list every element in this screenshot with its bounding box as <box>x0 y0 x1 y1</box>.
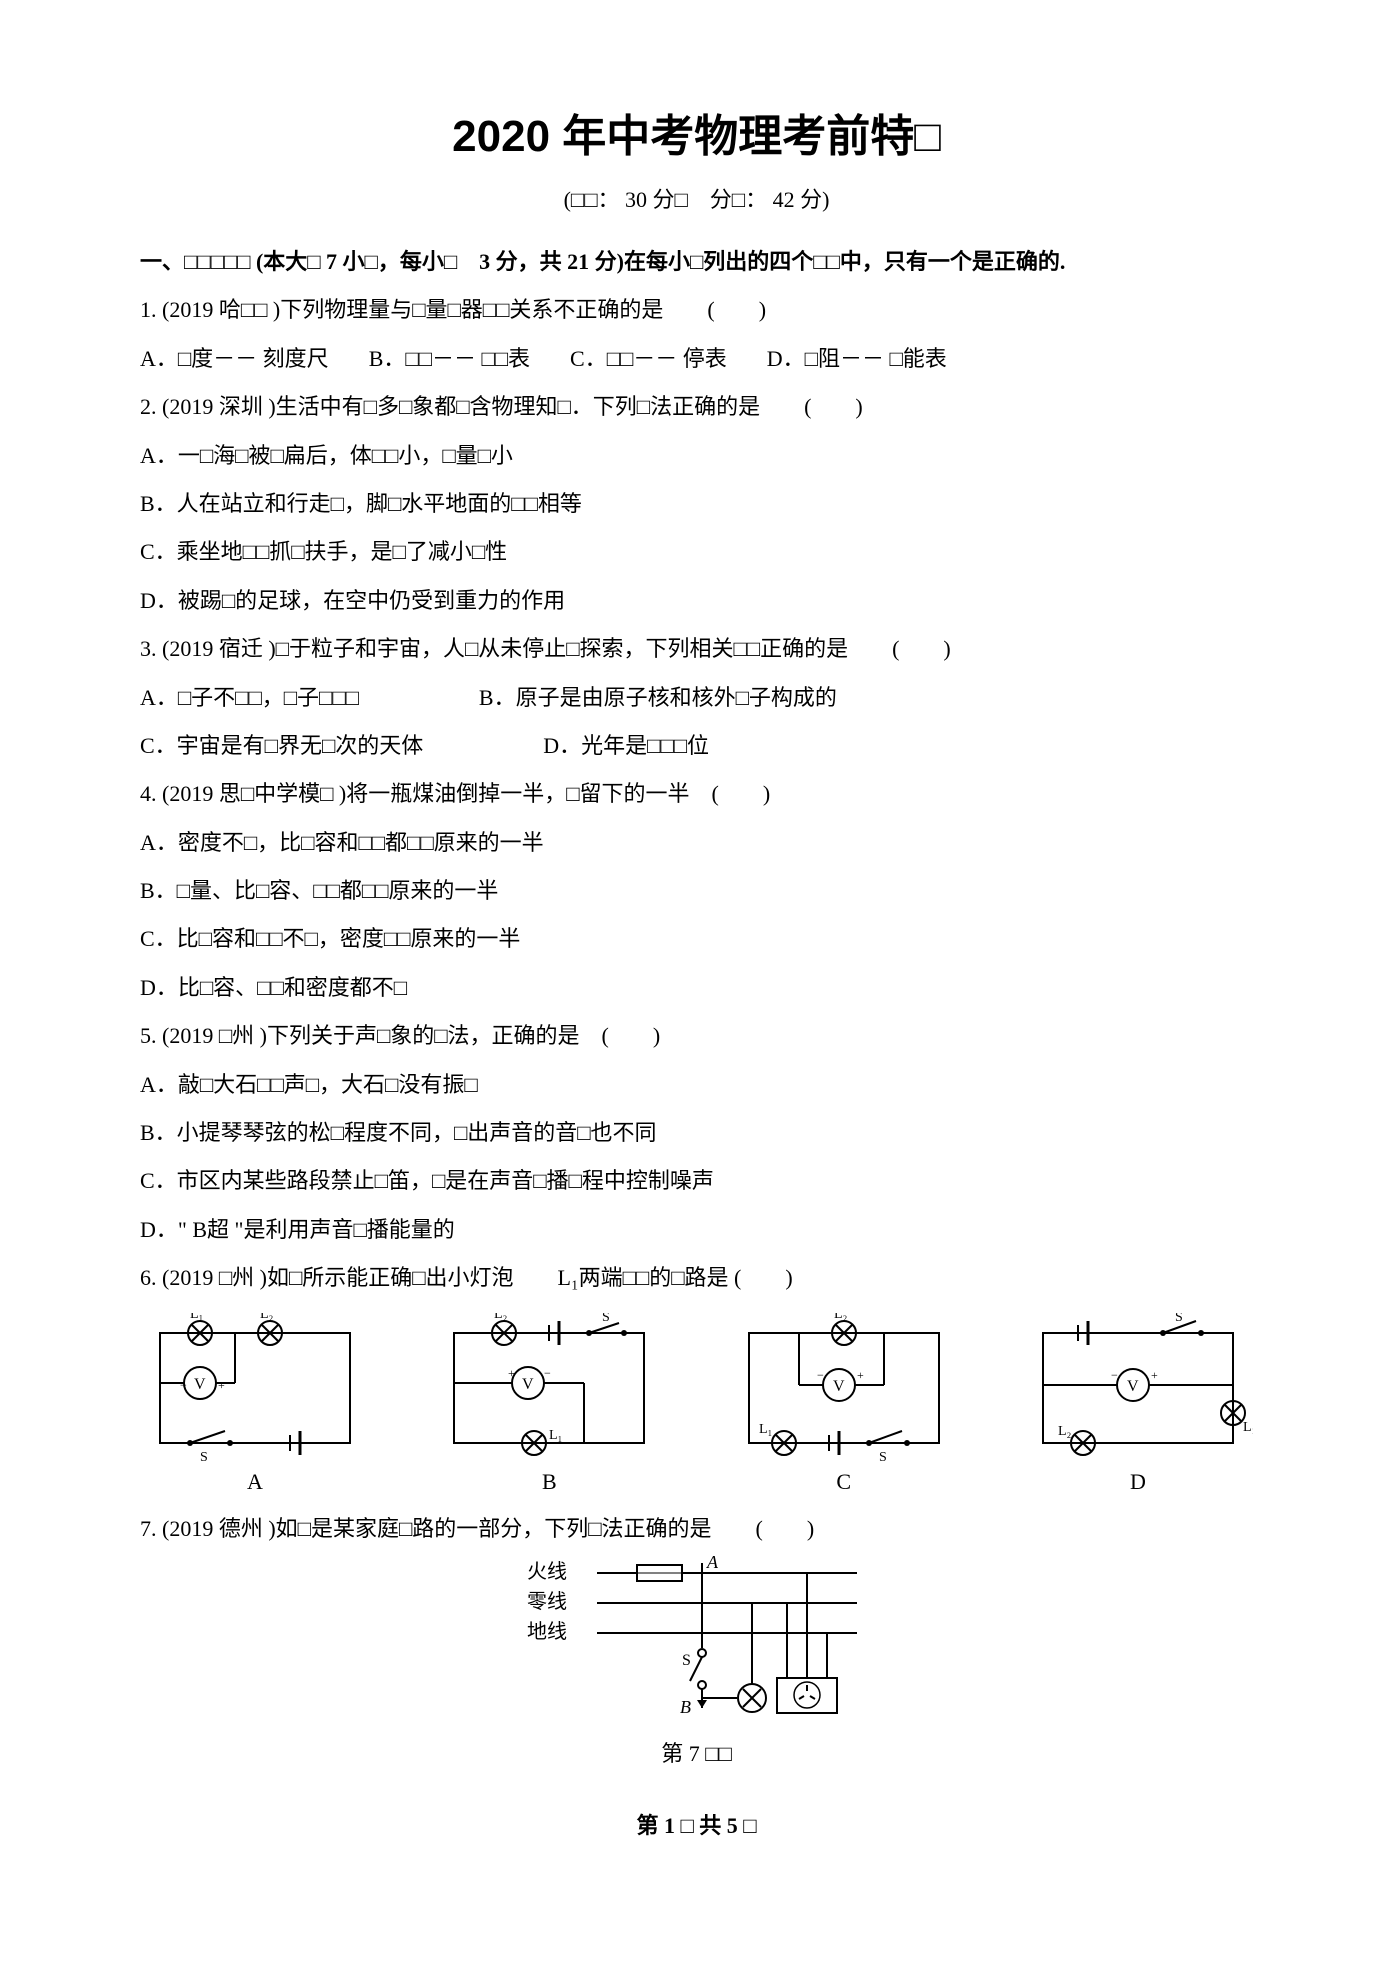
svg-text:L₂: L₂ <box>834 1313 848 1322</box>
q2-opt-c: C．乘坐地□□抓□扶手，是□了减小□性 <box>140 528 1253 576</box>
svg-text:L₂: L₂ <box>494 1313 508 1322</box>
circuit-a-icon: L₁ L₂ V − + S <box>140 1313 370 1463</box>
svg-text:A: A <box>706 1553 719 1572</box>
q3-stem: 3. (2019 宿迁 )□于粒子和宇宙，人□从未停止□探索，下列相关□□正确的… <box>140 625 1253 673</box>
svg-text:S: S <box>602 1313 610 1325</box>
svg-text:+: + <box>218 1378 225 1392</box>
q5-stem: 5. (2019 □州 )下列关于声□象的□法，正确的是 ( ) <box>140 1012 1253 1060</box>
q7-stem: 7. (2019 德州 )如□是某家庭□路的一部分，下列□法正确的是 ( ) <box>140 1505 1253 1553</box>
svg-text:S: S <box>879 1450 887 1463</box>
q6-diagrams: L₁ L₂ V − + S <box>140 1313 1253 1495</box>
q1-opt-b: B．□□－－ □□表 <box>369 335 530 383</box>
svg-text:−: − <box>180 1378 187 1392</box>
q1-stem: 1. (2019 哈□□ )下列物理量与□量□器□□关系不正确的是 ( ) <box>140 286 1253 334</box>
svg-text:L₁: L₁ <box>759 1422 772 1437</box>
q2-options: A．一□海□被□扁后，体□□小，□量□小 B．人在站立和行走□，脚□水平地面的□… <box>140 432 1253 626</box>
q2-opt-b: B．人在站立和行走□，脚□水平地面的□□相等 <box>140 480 1253 528</box>
q4-opt-c: C．比□容和□□不□，密度□□原来的一半 <box>140 915 1253 963</box>
q4-options: A．密度不□，比□容和□□都□□原来的一半 B．□量、比□容、□□都□□原来的一… <box>140 819 1253 1013</box>
svg-text:V: V <box>833 1378 845 1395</box>
circuit-c-icon: L₂ V − + L₁ <box>729 1313 959 1463</box>
q4-opt-b: B．□量、比□容、□□都□□原来的一半 <box>140 867 1253 915</box>
q3-options: A．□子不□□，□子□□□ B．原子是由原子核和核外□子构成的 C．宇宙是有□界… <box>140 674 1253 771</box>
q2-opt-a: A．一□海□被□扁后，体□□小，□量□小 <box>140 432 1253 480</box>
svg-text:+: + <box>508 1366 515 1380</box>
svg-text:L₁: L₁ <box>549 1428 562 1443</box>
svg-text:+: + <box>1151 1368 1158 1382</box>
q3-opt-d: D．光年是□□□位 <box>543 722 709 770</box>
circuit-d-icon: S V − + L₂ L₁ <box>1023 1313 1253 1463</box>
svg-text:火线: 火线 <box>527 1560 567 1583</box>
q1-opt-d: D．□阻－－ □能表 <box>767 335 947 383</box>
svg-text:S: S <box>200 1450 208 1463</box>
svg-text:零线: 零线 <box>527 1590 567 1613</box>
household-circuit-icon: 火线 零线 地线 A S B <box>507 1553 887 1723</box>
svg-text:B: B <box>680 1697 691 1717</box>
q5-options: A．敲□大石□□声□，大石□没有振□ B．小提琴琴弦的松□程度不同，□出声音的音… <box>140 1061 1253 1255</box>
q4-opt-a: A．密度不□，比□容和□□都□□原来的一半 <box>140 819 1253 867</box>
q6-label-c: C <box>836 1469 851 1495</box>
q6-label-d: D <box>1130 1469 1146 1495</box>
q6-stem: 6. (2019 □州 )如□所示能正确□出小灯泡 L₁两端□□的□路是 ( ) <box>140 1254 1253 1302</box>
svg-text:+: + <box>857 1368 864 1382</box>
q7-diagram: 火线 零线 地线 A S B <box>140 1553 1253 1768</box>
q3-opt-c: C．宇宙是有□界无□次的天体 <box>140 722 423 770</box>
page-number: 第 1 □ 共 5 □ <box>140 1808 1253 1840</box>
svg-text:V: V <box>194 1376 206 1393</box>
q5-opt-a: A．敲□大石□□声□，大石□没有振□ <box>140 1061 1253 1109</box>
q1-opt-a: A．□度－－ 刻度尺 <box>140 335 329 383</box>
q1-options: A．□度－－ 刻度尺 B．□□－－ □□表 C．□□－－ 停表 D．□阻－－ □… <box>140 335 1253 383</box>
svg-text:地线: 地线 <box>527 1620 567 1643</box>
subtitle: (□□： 30 分□ 分□： 42 分) <box>140 182 1253 214</box>
svg-text:S: S <box>682 1652 691 1669</box>
q6-diagram-c: L₂ V − + L₁ <box>729 1313 959 1495</box>
q7-caption: 第 7 □□ <box>140 1736 1253 1768</box>
q6-diagram-a: L₁ L₂ V − + S <box>140 1313 370 1495</box>
page-title: 2020 年中考物理考前特□ <box>140 100 1253 164</box>
q5-opt-d: D．" B超 "是利用声音□播能量的 <box>140 1206 1253 1254</box>
q3-opt-b: B．原子是由原子核和核外□子构成的 <box>479 674 837 722</box>
q1-opt-c: C．□□－－ 停表 <box>570 335 727 383</box>
q2-stem: 2. (2019 深圳 )生活中有□多□象都□含物理知□．下列□法正确的是 ( … <box>140 383 1253 431</box>
q4-opt-d: D．比□容、□□和密度都不□ <box>140 964 1253 1012</box>
svg-text:L₁: L₁ <box>190 1313 203 1322</box>
svg-text:−: − <box>817 1368 824 1382</box>
svg-text:L₂: L₂ <box>1058 1424 1072 1439</box>
svg-text:V: V <box>1127 1378 1139 1395</box>
q4-stem: 4. (2019 思□中学模□ )将一瓶煤油倒掉一半，□留下的一半 ( ) <box>140 770 1253 818</box>
circuit-b-icon: L₂ S V + − L₁ <box>434 1313 664 1463</box>
q5-opt-c: C．市区内某些路段禁止□笛，□是在声音□播□程中控制噪声 <box>140 1157 1253 1205</box>
svg-text:V: V <box>522 1376 534 1393</box>
svg-text:−: − <box>1111 1368 1118 1382</box>
q6-diagram-d: S V − + L₂ L₁ D <box>1023 1313 1253 1495</box>
section-heading: 一、□□□□□ (本大□ 7 小□，每小□ 3 分，共 21 分)在每小□列出的… <box>140 238 1253 286</box>
q6-label-a: A <box>247 1469 263 1495</box>
svg-text:L₂: L₂ <box>260 1313 274 1322</box>
q5-opt-b: B．小提琴琴弦的松□程度不同，□出声音的音□也不同 <box>140 1109 1253 1157</box>
q2-opt-d: D．被踢□的足球，在空中仍受到重力的作用 <box>140 577 1253 625</box>
svg-text:−: − <box>544 1366 551 1380</box>
svg-text:L₁: L₁ <box>1243 1420 1253 1435</box>
q3-opt-a: A．□子不□□，□子□□□ <box>140 674 359 722</box>
svg-text:S: S <box>1175 1313 1183 1325</box>
q6-label-b: B <box>542 1469 557 1495</box>
q6-diagram-b: L₂ S V + − L₁ <box>434 1313 664 1495</box>
